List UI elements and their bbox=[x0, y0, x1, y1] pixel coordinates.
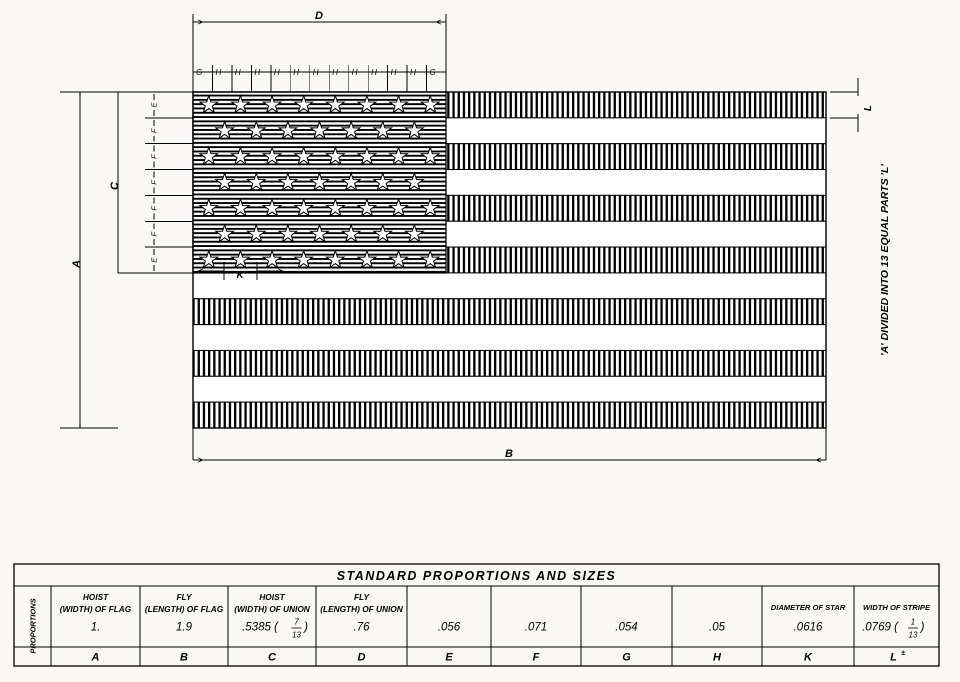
svg-text:H: H bbox=[410, 68, 416, 77]
svg-text:F: F bbox=[533, 652, 540, 664]
svg-text:H: H bbox=[391, 68, 397, 77]
svg-text:13: 13 bbox=[909, 631, 918, 640]
svg-text:G: G bbox=[430, 68, 436, 77]
svg-text:K: K bbox=[237, 270, 245, 281]
svg-text:1.: 1. bbox=[91, 622, 101, 634]
svg-text:PROPORTIONS: PROPORTIONS bbox=[29, 598, 38, 653]
svg-text:(LENGTH) OF UNION: (LENGTH) OF UNION bbox=[320, 604, 404, 614]
svg-text:H: H bbox=[371, 68, 377, 77]
svg-text:H: H bbox=[215, 68, 221, 77]
svg-text:1.9: 1.9 bbox=[176, 622, 193, 634]
svg-text:FLY: FLY bbox=[354, 592, 371, 602]
svg-text:L: L bbox=[890, 652, 897, 664]
svg-text:F: F bbox=[150, 180, 159, 185]
svg-text:G: G bbox=[622, 652, 631, 664]
svg-text:(WIDTH) OF FLAG: (WIDTH) OF FLAG bbox=[60, 604, 132, 614]
svg-text:G: G bbox=[196, 68, 202, 77]
svg-text:.071: .071 bbox=[525, 622, 547, 634]
svg-text:H: H bbox=[713, 652, 722, 664]
svg-text:1: 1 bbox=[911, 618, 915, 627]
svg-text:E: E bbox=[445, 652, 453, 664]
svg-text:C: C bbox=[109, 181, 121, 190]
svg-text:DIAMETER OF STAR: DIAMETER OF STAR bbox=[771, 603, 846, 612]
svg-text:H: H bbox=[293, 68, 299, 77]
svg-text:D: D bbox=[315, 10, 323, 22]
svg-text:D: D bbox=[358, 652, 366, 664]
svg-text:F: F bbox=[150, 154, 159, 159]
svg-text:(WIDTH) OF UNION: (WIDTH) OF UNION bbox=[234, 604, 311, 614]
svg-text:C: C bbox=[268, 652, 277, 664]
svg-text:.054: .054 bbox=[615, 622, 637, 634]
svg-text:A: A bbox=[71, 260, 83, 269]
svg-text:H: H bbox=[235, 68, 241, 77]
svg-text:13: 13 bbox=[292, 631, 301, 640]
svg-text:H: H bbox=[352, 68, 358, 77]
svg-text:H: H bbox=[332, 68, 338, 77]
svg-text:A: A bbox=[91, 652, 100, 664]
svg-text:.056: .056 bbox=[438, 622, 461, 634]
svg-text:HOIST: HOIST bbox=[83, 592, 109, 602]
svg-text:.05: .05 bbox=[709, 622, 726, 634]
svg-text:7: 7 bbox=[294, 618, 299, 627]
svg-text:K: K bbox=[804, 652, 813, 664]
svg-text:HOIST: HOIST bbox=[259, 592, 285, 602]
svg-text:.5385 (: .5385 ( bbox=[242, 622, 279, 634]
svg-text:B: B bbox=[180, 652, 188, 664]
svg-text:F: F bbox=[150, 128, 159, 133]
svg-text:(LENGTH) OF FLAG: (LENGTH) OF FLAG bbox=[145, 604, 224, 614]
svg-text:F: F bbox=[150, 206, 159, 211]
svg-text:WIDTH OF STRIPE: WIDTH OF STRIPE bbox=[863, 603, 931, 612]
svg-text:FLY: FLY bbox=[176, 592, 193, 602]
svg-text:STANDARD PROPORTIONS AND: STANDARD PROPORTIONS AND SIZES bbox=[337, 569, 617, 583]
svg-text:.0769 (: .0769 ( bbox=[862, 622, 899, 634]
svg-text:H: H bbox=[313, 68, 319, 77]
svg-text:'A' DIVIDED INTO 13 EQUAL PART: 'A' DIVIDED INTO 13 EQUAL PARTS 'L' bbox=[879, 164, 891, 356]
svg-text:L: L bbox=[863, 105, 874, 111]
svg-text:H: H bbox=[274, 68, 280, 77]
svg-text:B: B bbox=[505, 448, 513, 460]
svg-text:.0616: .0616 bbox=[794, 622, 823, 634]
svg-text:F: F bbox=[150, 232, 159, 237]
svg-text:H: H bbox=[254, 68, 260, 77]
svg-text:.76: .76 bbox=[354, 622, 371, 634]
